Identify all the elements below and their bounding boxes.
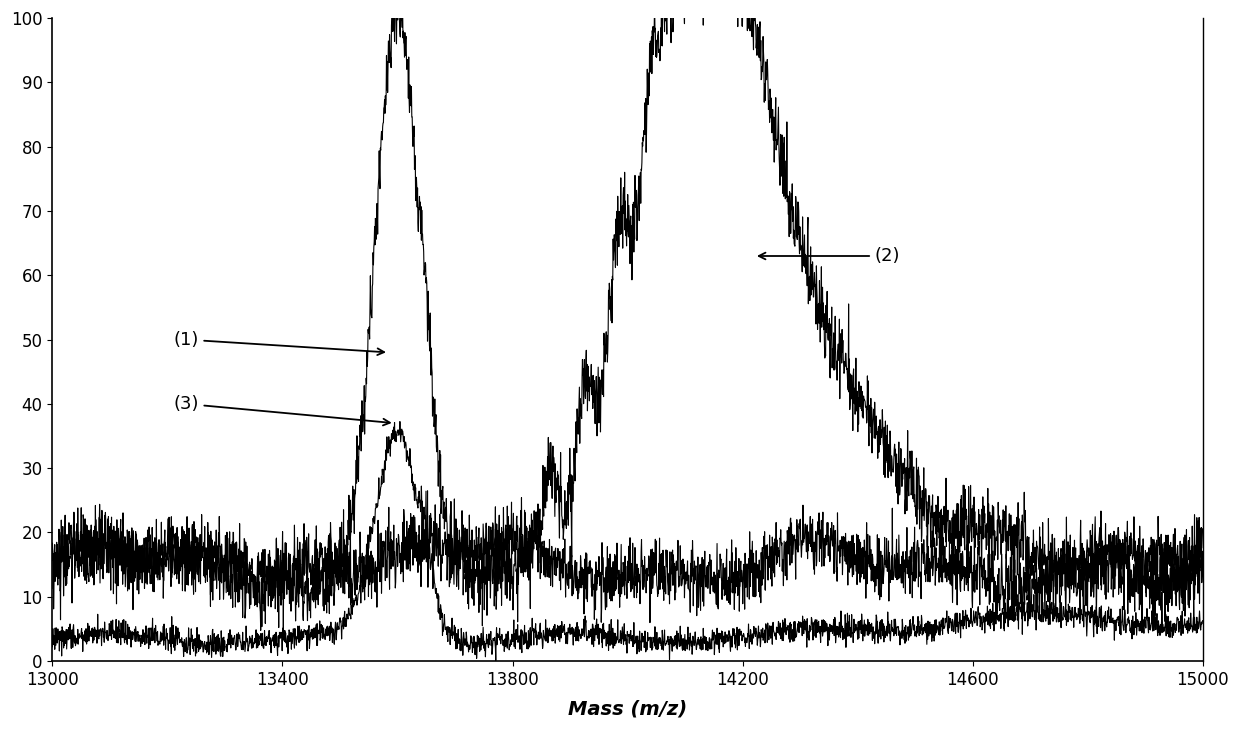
Text: (2): (2) <box>759 247 900 265</box>
Text: (1): (1) <box>174 331 384 355</box>
X-axis label: Mass (m/z): Mass (m/z) <box>568 700 687 719</box>
Text: (3): (3) <box>174 395 389 426</box>
